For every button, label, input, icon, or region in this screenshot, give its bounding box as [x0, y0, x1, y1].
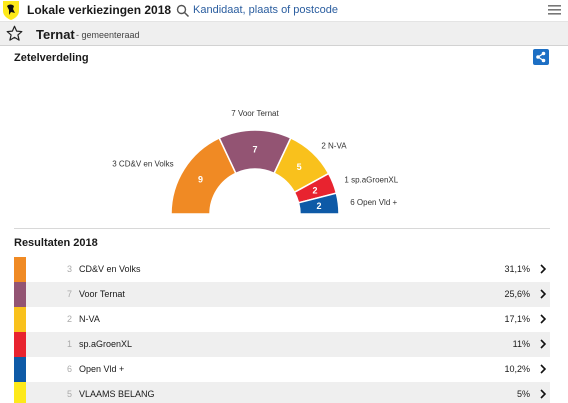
- seat-count: 6: [66, 364, 72, 374]
- result-row[interactable]: 3 CD&V en Volks 31,1%: [14, 257, 550, 282]
- slice-party-label: 1 sp.aGroenXL: [344, 175, 398, 184]
- result-row[interactable]: 7 Voor Ternat 25,6%: [14, 282, 550, 307]
- vote-percentage: 25,6%: [504, 289, 530, 299]
- party-color-swatch: [14, 307, 26, 332]
- chevron-right-icon[interactable]: [540, 339, 546, 349]
- app-title[interactable]: Lokale verkiezingen 2018: [27, 3, 172, 17]
- hamburger-menu-icon[interactable]: [548, 4, 561, 16]
- chevron-right-icon[interactable]: [540, 389, 546, 399]
- seat-count: 1: [66, 339, 72, 349]
- vote-percentage: 11%: [512, 339, 530, 349]
- result-row[interactable]: 5 VLAAMS BELANG 5%: [14, 382, 550, 403]
- search-placeholder[interactable]: Kandidaat, plaats of postcode: [193, 4, 338, 16]
- chevron-right-icon[interactable]: [540, 264, 546, 274]
- vote-percentage: 10,2%: [504, 364, 530, 374]
- party-color-swatch: [14, 257, 26, 282]
- seat-value-label: 7: [252, 145, 257, 155]
- star-outline-icon[interactable]: [6, 25, 23, 42]
- seat-count: 5: [66, 389, 72, 399]
- place-name: Ternat: [36, 27, 75, 42]
- vote-percentage: 17,1%: [504, 314, 530, 324]
- seat-count: 7: [66, 289, 72, 299]
- vote-percentage: 31,1%: [504, 264, 530, 274]
- party-name: Open Vld +: [79, 364, 125, 374]
- top-bar: Lokale verkiezingen 2018 Kandidaat, plaa…: [0, 0, 568, 22]
- seat-value-label: 9: [198, 174, 203, 184]
- party-color-swatch: [14, 382, 26, 403]
- seat-slice[interactable]: [297, 192, 340, 215]
- party-color-swatch: [14, 282, 26, 307]
- party-name: CD&V en Volks: [79, 264, 141, 274]
- party-name: VLAAMS BELANG: [79, 389, 155, 399]
- seat-count: 3: [66, 264, 72, 274]
- slice-party-label: 3 CD&V en Volks: [112, 160, 173, 169]
- chevron-right-icon[interactable]: [540, 364, 546, 374]
- chevron-right-icon[interactable]: [540, 314, 546, 324]
- divider: [14, 228, 550, 229]
- election-type: - gemeenteraad: [76, 30, 140, 40]
- search-icon: [176, 4, 190, 18]
- seat-value-label: 5: [297, 162, 302, 172]
- lion-shield-icon[interactable]: [2, 0, 20, 20]
- seat-distribution-title: Zetelverdeling: [14, 52, 89, 64]
- result-row[interactable]: 6 Open Vld + 10,2%: [14, 357, 550, 382]
- seat-value-label: 2: [312, 185, 317, 195]
- result-row[interactable]: 2 N-VA 17,1%: [14, 307, 550, 332]
- chevron-right-icon[interactable]: [540, 289, 546, 299]
- slice-party-label: 7 Voor Ternat: [231, 109, 279, 118]
- party-name: Voor Ternat: [79, 289, 125, 299]
- seat-value-label: 2: [316, 201, 321, 211]
- results-title: Resultaten 2018: [14, 237, 98, 249]
- vote-percentage: 5%: [516, 389, 530, 399]
- party-name: N-VA: [79, 314, 100, 324]
- seat-count: 2: [66, 314, 72, 324]
- slice-party-label: 2 N-VA: [321, 141, 347, 150]
- result-row[interactable]: 1 sp.aGroenXL 11%: [14, 332, 550, 357]
- share-icon: [536, 51, 546, 63]
- share-button[interactable]: [533, 49, 549, 65]
- results-table: 3 CD&V en Volks 31,1% 7 Voor Ternat 25,6…: [14, 257, 550, 403]
- party-color-swatch: [14, 357, 26, 382]
- party-name: sp.aGroenXL: [79, 339, 133, 349]
- party-color-swatch: [14, 332, 26, 357]
- search-field[interactable]: Kandidaat, plaats of postcode: [176, 3, 476, 19]
- seat-chart: 9 3 CD&V en Volks 7 7 Voor Ternat 5 2 N-VA 2 1 …: [112, 109, 399, 215]
- location-bar: Ternat - gemeenteraad: [0, 22, 568, 46]
- slice-party-label: 6 Open Vld +: [350, 198, 397, 207]
